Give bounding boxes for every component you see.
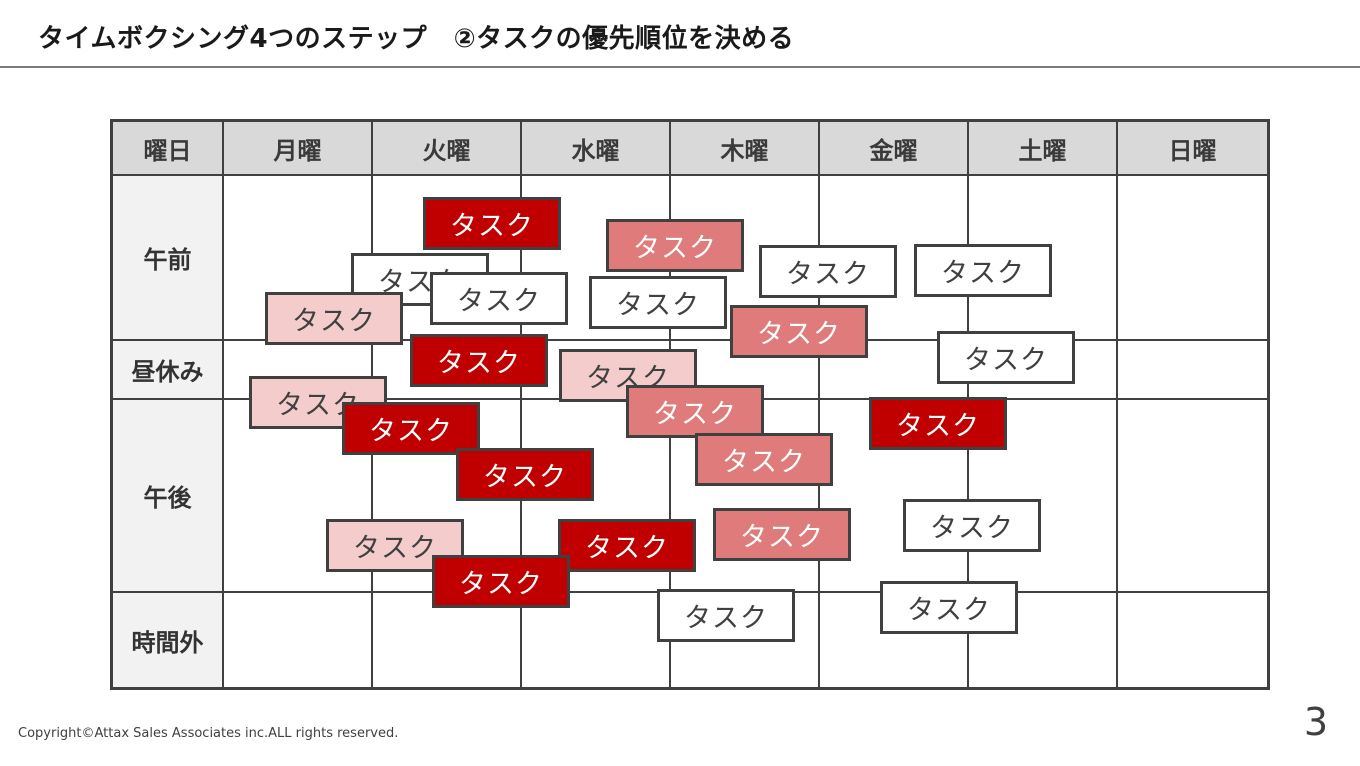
schedule-cell: [969, 341, 1118, 400]
schedule-cell: [224, 593, 373, 687]
schedule-cell: [522, 593, 671, 687]
schedule-cell: [373, 176, 522, 341]
header-day-fri: 金曜: [820, 122, 969, 176]
weekly-schedule-table: 曜日 月曜 火曜 水曜 木曜 金曜 土曜 日曜 午前 昼休み 午後 時間外: [110, 119, 1270, 690]
row-label-afternoon: 午後: [113, 400, 224, 593]
title-divider: [0, 66, 1360, 68]
schedule-cell: [671, 341, 820, 400]
schedule-cell: [671, 176, 820, 341]
slide-title: タイムボクシング4つのステップ ②タスクの優先順位を決める: [38, 24, 795, 54]
row-label-overtime: 時間外: [113, 593, 224, 687]
row-label-morning: 午前: [113, 176, 224, 341]
schedule-cell: [373, 400, 522, 593]
header-day-mon: 月曜: [224, 122, 373, 176]
schedule-cell: [224, 176, 373, 341]
schedule-cell: [969, 400, 1118, 593]
schedule-cell: [1118, 593, 1267, 687]
schedule-cell: [522, 176, 671, 341]
schedule-cell: [671, 400, 820, 593]
schedule-cell: [820, 400, 969, 593]
row-label-lunch: 昼休み: [113, 341, 224, 400]
schedule-cell: [373, 593, 522, 687]
header-day-tue: 火曜: [373, 122, 522, 176]
schedule-cell: [820, 176, 969, 341]
schedule-cell: [820, 593, 969, 687]
header-day-wed: 水曜: [522, 122, 671, 176]
header-corner: 曜日: [113, 122, 224, 176]
schedule-cell: [1118, 400, 1267, 593]
schedule-cell: [373, 341, 522, 400]
header-day-sat: 土曜: [969, 122, 1118, 176]
header-day-thu: 木曜: [671, 122, 820, 176]
schedule-cell: [671, 593, 820, 687]
schedule-cell: [1118, 176, 1267, 341]
schedule-cell: [522, 400, 671, 593]
header-day-sun: 日曜: [1118, 122, 1267, 176]
schedule-cell: [969, 176, 1118, 341]
schedule-cell: [1118, 341, 1267, 400]
schedule-cell: [820, 341, 969, 400]
schedule-cell: [224, 400, 373, 593]
schedule-cell: [224, 341, 373, 400]
schedule-cell: [522, 341, 671, 400]
page-number: 3: [1303, 700, 1328, 744]
copyright-notice: Copyright©Attax Sales Associates inc.ALL…: [18, 726, 399, 741]
schedule-cell: [969, 593, 1118, 687]
